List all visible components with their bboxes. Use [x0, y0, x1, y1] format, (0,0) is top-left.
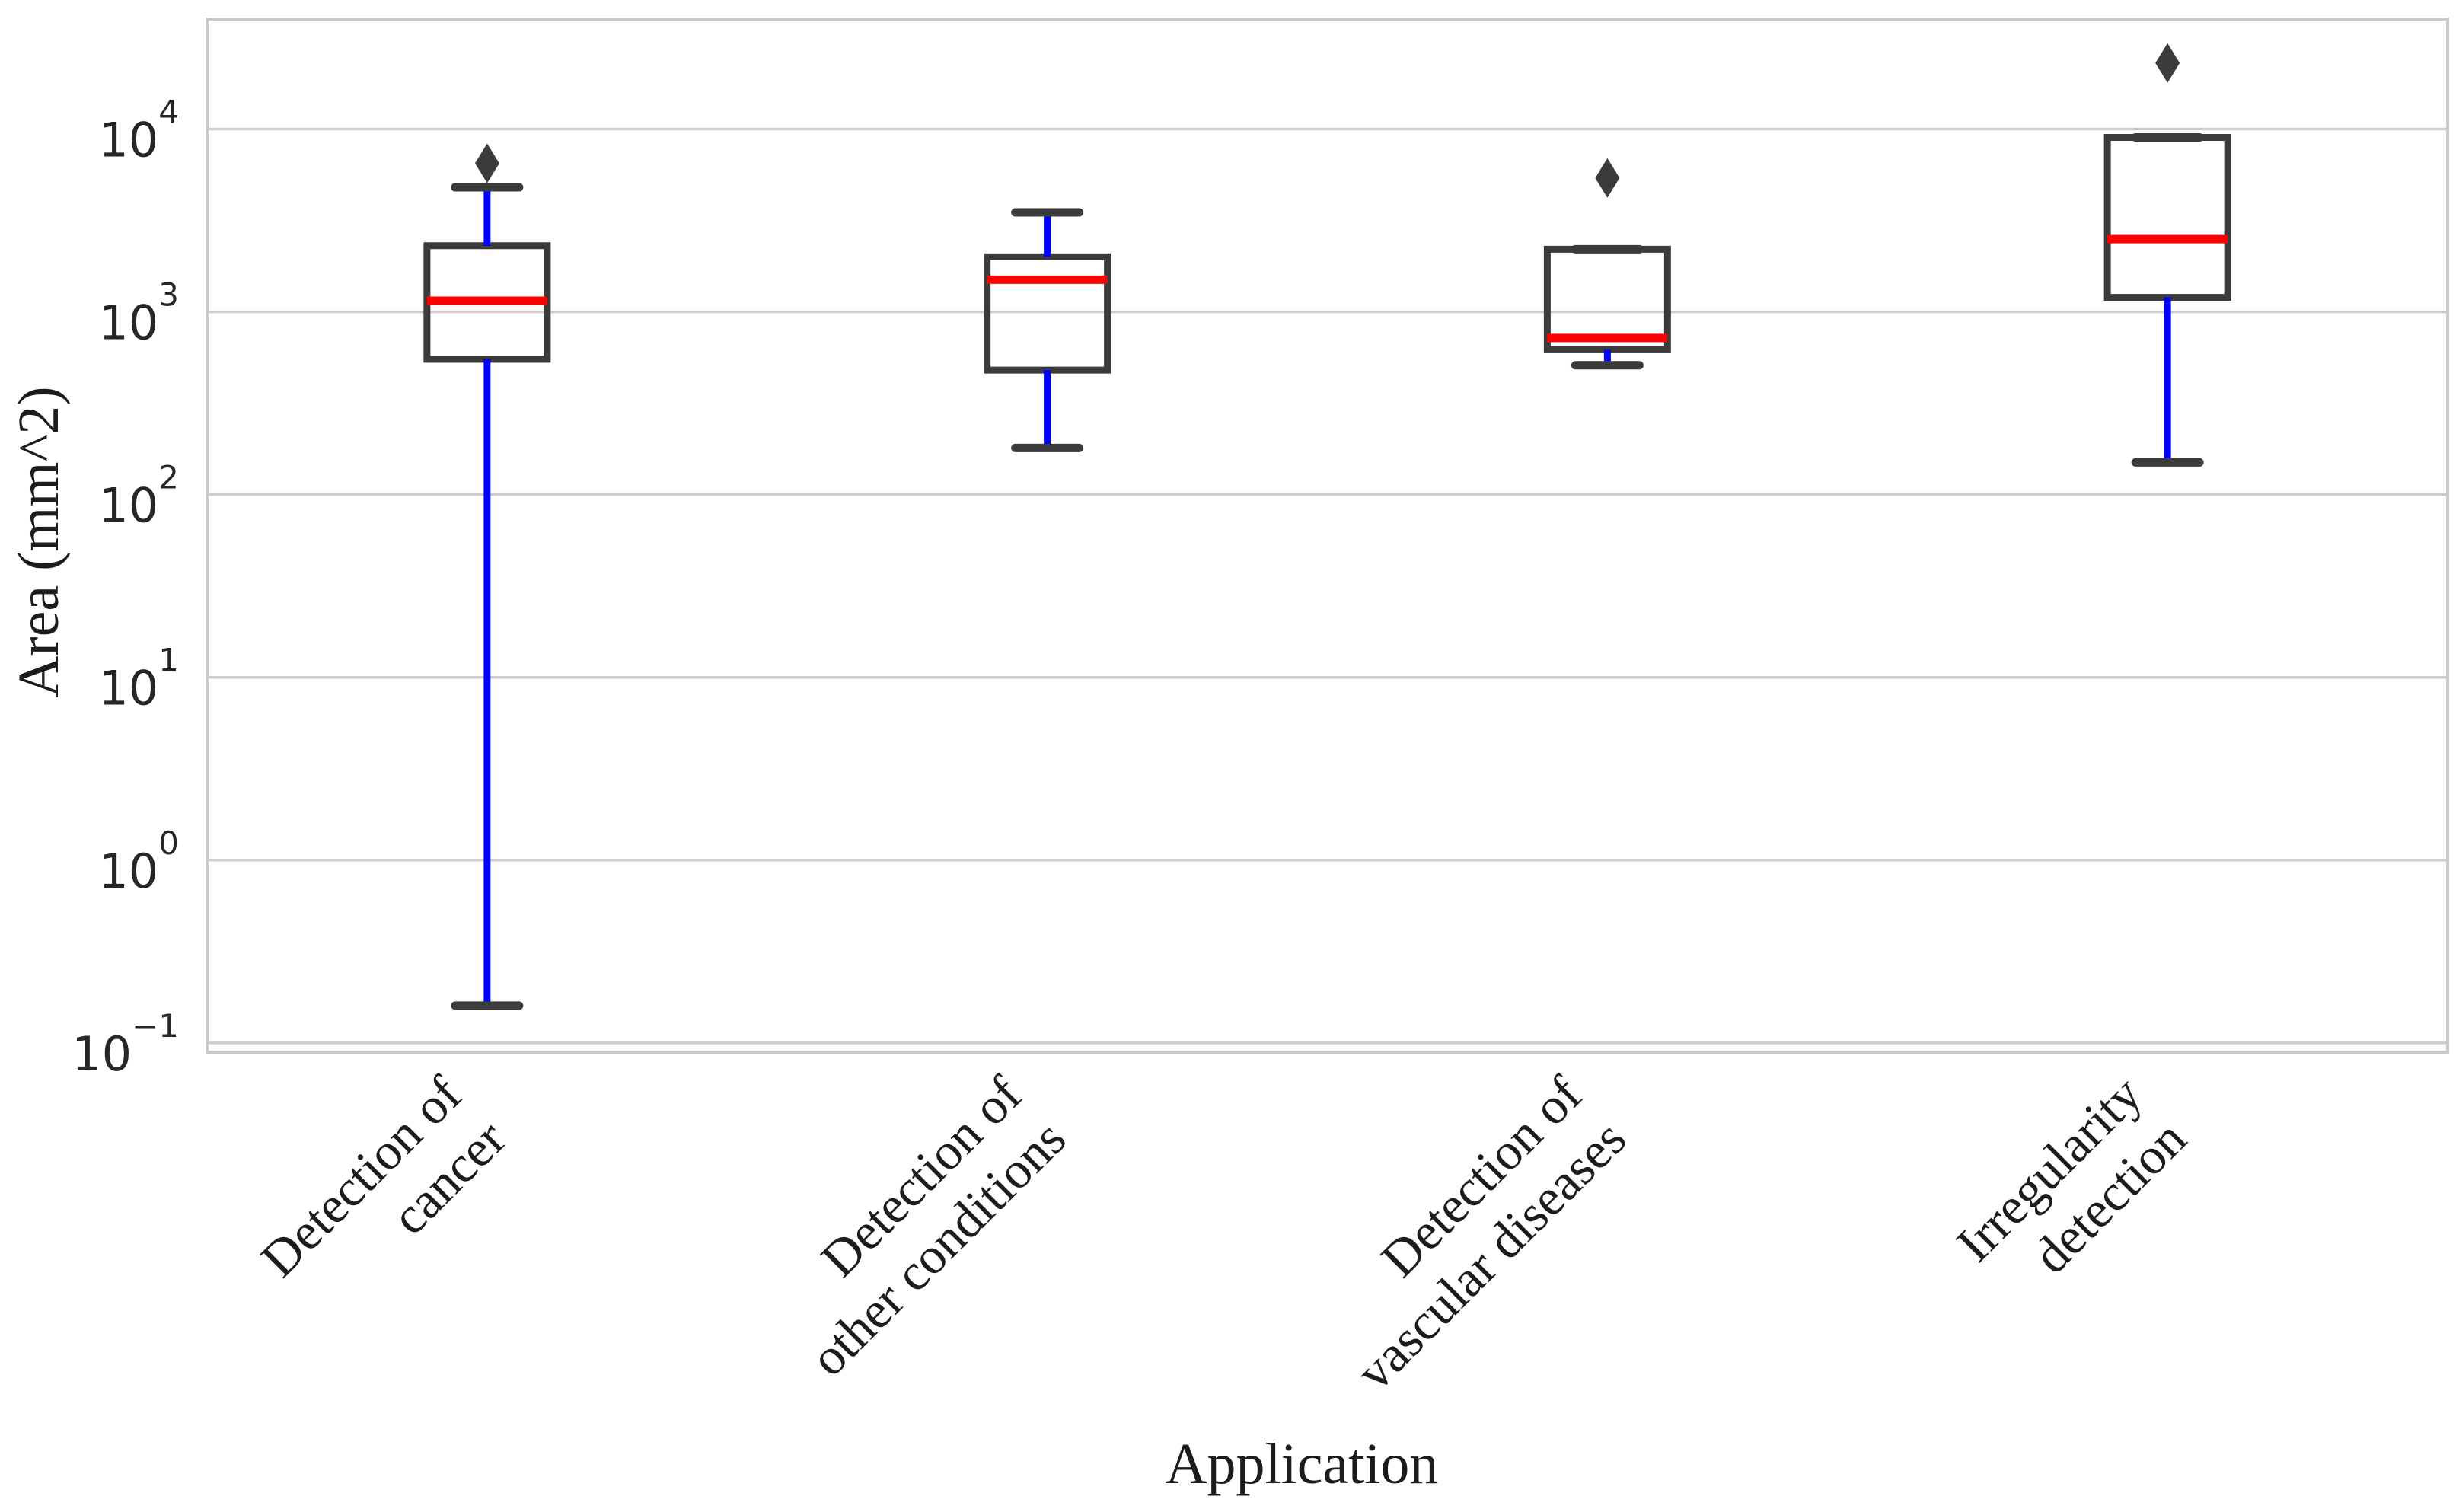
plot-background [207, 19, 2448, 1052]
y-tick-label: 104 [98, 94, 179, 168]
outlier-diamond [1595, 158, 1620, 198]
y-tick-label: 100 [98, 825, 179, 899]
plot-border [206, 18, 2449, 1054]
y-tick-label: 102 [98, 459, 179, 534]
outlier-diamond [2155, 43, 2180, 83]
y-tick-label: 101 [98, 642, 179, 716]
box-group-2 [984, 208, 1111, 452]
y-axis-title-group: Area (mm^2) [7, 386, 71, 697]
y-tick-label: 10−1 [72, 1007, 179, 1082]
box-group-3 [1543, 158, 1671, 370]
y-axis-title: Area (mm^2) [7, 386, 71, 697]
box-group-1 [423, 143, 551, 1010]
x-axis-title: Application [1166, 1432, 1439, 1496]
outlier-diamond [474, 143, 499, 183]
y-tick-label: 103 [98, 276, 179, 351]
box-group-4 [2103, 43, 2231, 467]
